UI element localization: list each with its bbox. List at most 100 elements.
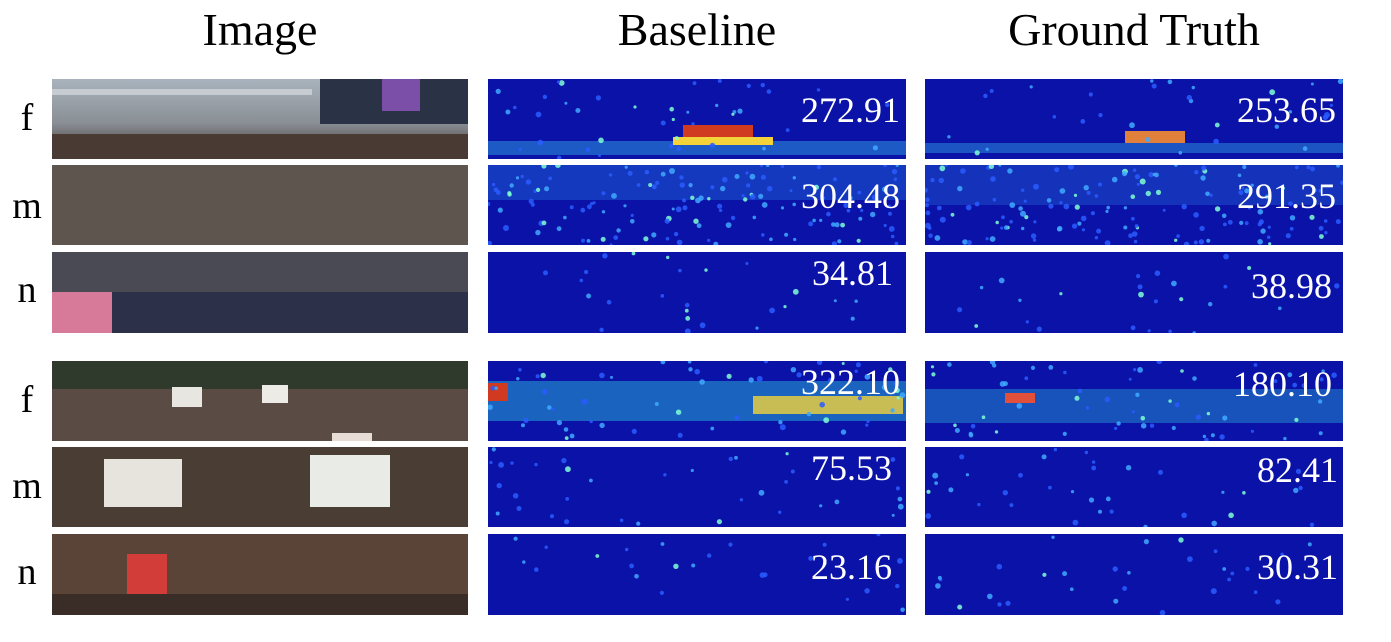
crowd-photo-6 <box>52 534 468 615</box>
density-speckle <box>872 145 878 151</box>
crowd-image-3 <box>52 252 468 333</box>
density-speckle <box>1051 535 1055 539</box>
density-speckle <box>494 386 498 390</box>
density-speckle <box>581 398 588 405</box>
density-speckle <box>1150 79 1154 83</box>
column-title-image: Image <box>202 4 318 55</box>
density-speckle <box>688 367 693 372</box>
density-speckle <box>1053 447 1058 452</box>
density-speckle <box>521 423 525 428</box>
density-speckle <box>1096 228 1102 234</box>
density-speckle <box>988 165 995 169</box>
ground-truth-count: 253.65 <box>1237 90 1336 130</box>
density-speckle <box>665 236 670 241</box>
density-speckle <box>1130 194 1136 199</box>
density-speckle <box>698 195 704 201</box>
density-speckle <box>1030 233 1037 239</box>
density-speckle <box>1112 566 1118 572</box>
density-speckle <box>536 187 541 192</box>
density-speckle <box>677 432 683 438</box>
density-speckle <box>1210 433 1215 438</box>
density-speckle <box>710 426 715 431</box>
density-speckle <box>1285 233 1291 239</box>
density-speckle <box>883 223 887 228</box>
density-speckle <box>931 372 936 377</box>
density-speckle <box>888 211 892 216</box>
density-speckle <box>985 237 989 241</box>
density-speckle <box>1001 215 1005 220</box>
density-speckle <box>987 593 993 600</box>
density-speckle <box>808 556 813 561</box>
density-speckle <box>1202 434 1207 439</box>
density-speckle <box>1268 242 1272 245</box>
density-speckle <box>1294 417 1299 422</box>
density-speckle <box>1134 224 1139 228</box>
density-map-3 <box>488 252 906 333</box>
density-speckle <box>717 203 723 209</box>
density-speckle <box>669 106 674 112</box>
density-speckle <box>1257 209 1264 215</box>
density-speckle <box>534 462 538 467</box>
density-speckle <box>890 457 896 462</box>
density-speckle <box>1098 113 1103 118</box>
density-speckle <box>833 299 837 303</box>
density-speckle <box>737 108 743 114</box>
density-speckle <box>710 185 715 190</box>
density-speckle <box>1334 283 1340 289</box>
density-speckle <box>858 216 863 221</box>
density-speckle <box>1331 372 1337 378</box>
density-speckle <box>996 563 1003 570</box>
ground-truth-count: 180.10 <box>1233 364 1332 404</box>
density-speckle <box>676 239 683 245</box>
crowd-photo-3 <box>52 252 468 333</box>
density-speckle <box>1081 228 1085 232</box>
density-speckle <box>783 305 787 309</box>
density-speckle <box>784 232 789 237</box>
density-speckle <box>957 185 963 192</box>
density-speckle <box>1223 253 1229 260</box>
density-speckle <box>1178 537 1184 543</box>
density-speckle <box>1143 524 1148 527</box>
density-speckle <box>590 202 594 206</box>
density-speckle <box>1267 225 1271 229</box>
density-speckle <box>1084 450 1089 455</box>
density-speckle <box>962 239 968 245</box>
density-speckle <box>669 168 675 174</box>
density-speckle <box>644 169 650 175</box>
density-map-4 <box>488 361 906 441</box>
crowd-image-6 <box>52 534 468 615</box>
density-speckle <box>495 88 501 94</box>
density-speckle <box>565 466 571 473</box>
density-speckle <box>518 147 522 152</box>
density-speckle <box>535 111 542 118</box>
density-speckle <box>930 365 935 369</box>
density-speckle <box>1323 219 1328 223</box>
density-speckle <box>1306 165 1311 170</box>
density-speckle <box>1180 369 1184 373</box>
density-speckle <box>718 208 723 213</box>
density-speckle <box>761 233 765 237</box>
density-speckle <box>1324 231 1328 235</box>
density-speckle <box>891 513 895 517</box>
density-speckle <box>1080 215 1087 222</box>
density-speckle <box>1091 460 1096 464</box>
density-speckle <box>1025 320 1029 324</box>
baseline-density-map-6 <box>488 534 906 615</box>
density-speckle <box>1123 206 1128 210</box>
row-label: m <box>12 185 42 227</box>
density-speckle <box>534 567 539 572</box>
density-speckle <box>1151 83 1157 89</box>
density-speckle <box>1239 220 1244 225</box>
density-speckle <box>1248 184 1252 188</box>
density-speckle <box>1131 216 1135 221</box>
density-speckle <box>495 511 500 516</box>
density-speckle <box>651 232 657 238</box>
density-speckle <box>831 222 836 227</box>
density-speckle <box>630 213 634 217</box>
density-speckle <box>629 563 634 569</box>
density-speckle <box>750 193 756 200</box>
density-speckle <box>1155 189 1162 195</box>
density-speckle <box>990 176 996 182</box>
density-speckle <box>1247 266 1252 270</box>
density-speckle <box>1193 240 1198 245</box>
